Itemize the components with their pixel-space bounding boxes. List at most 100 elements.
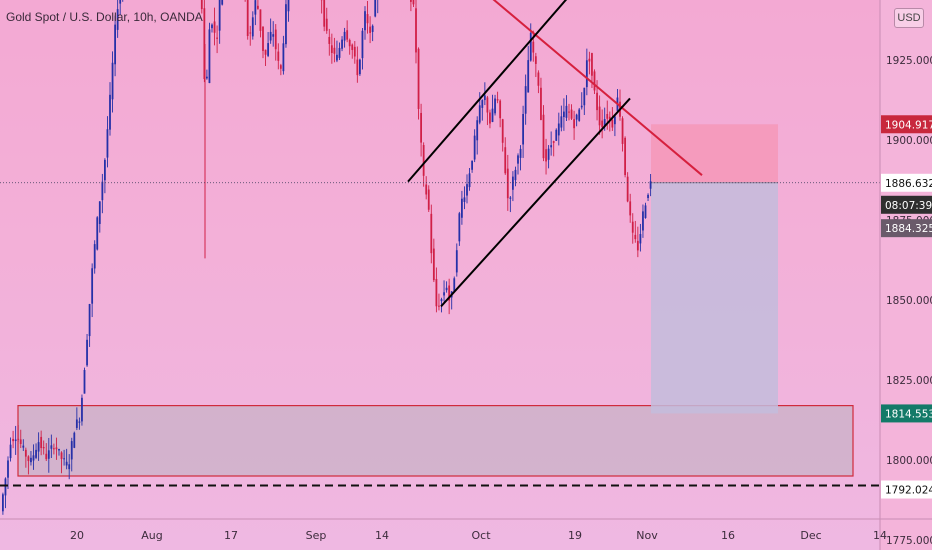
- x-tick-label: 14: [873, 529, 887, 542]
- candle-body: [17, 438, 20, 440]
- candle-body: [517, 155, 519, 164]
- bar-countdown-label: 08:07:39: [881, 195, 932, 214]
- candle-body: [45, 453, 48, 460]
- candle-body: [578, 109, 581, 121]
- candle-body: [575, 114, 578, 120]
- candle-body: [346, 30, 349, 40]
- candle-body: [269, 31, 272, 41]
- bar-countdown-label-background: [881, 195, 932, 214]
- candle-body: [37, 442, 40, 452]
- stop-loss-zone: [651, 124, 778, 183]
- bid-price-label-background: [881, 219, 932, 238]
- candle-body: [527, 60, 530, 93]
- x-tick-label: 14: [375, 529, 389, 542]
- candle-body: [86, 339, 88, 366]
- candle-body: [432, 248, 435, 281]
- candle-body: [246, 0, 249, 36]
- candle-body: [519, 148, 522, 158]
- candle-body: [583, 87, 586, 106]
- target-price-label-text: 1814.553: [885, 408, 932, 420]
- currency-badge[interactable]: USD: [894, 8, 924, 28]
- candle-body: [371, 25, 374, 32]
- candle-body: [629, 201, 632, 216]
- candle-body: [601, 120, 604, 128]
- candle-body: [534, 56, 537, 64]
- candle-body: [537, 72, 540, 86]
- candle-body: [353, 46, 356, 57]
- candle-body: [606, 114, 609, 119]
- candle-body: [621, 118, 624, 144]
- candle-body: [221, 0, 224, 5]
- support-price-label: 1792.024: [881, 480, 932, 499]
- candle-body: [420, 112, 422, 143]
- drawing-layer: [0, 0, 880, 487]
- candle-body: [65, 461, 68, 466]
- candle-body: [343, 31, 346, 41]
- y-tick-label: 1800.000: [886, 455, 932, 467]
- candle-body: [486, 97, 489, 113]
- candle-body: [463, 197, 466, 202]
- candle-body: [119, 0, 122, 4]
- candle-body: [116, 9, 119, 30]
- candle-body: [369, 26, 371, 33]
- candle-body: [42, 446, 45, 449]
- zone-layer: [17, 124, 854, 477]
- candle-body: [565, 105, 568, 118]
- bid-price-label: 1884.325: [881, 219, 932, 238]
- candle-body: [206, 76, 208, 79]
- candle-body: [626, 176, 629, 202]
- candle-body: [410, 0, 412, 2]
- candle-body: [573, 119, 575, 129]
- candle-body: [440, 299, 443, 302]
- candle-body: [356, 59, 359, 76]
- candle-body: [328, 36, 331, 44]
- x-tick-label: Sep: [306, 529, 327, 542]
- candle-series: [2, 0, 652, 515]
- candle-body: [114, 24, 116, 65]
- candle-body: [218, 0, 221, 31]
- candle-body: [453, 278, 456, 292]
- last-price-label-background: [881, 173, 932, 192]
- candle-body: [514, 169, 517, 181]
- candle-body: [109, 94, 111, 130]
- candle-body: [58, 448, 60, 451]
- candle-body: [14, 439, 17, 441]
- candle-body: [27, 456, 30, 462]
- candle-body: [448, 285, 451, 301]
- candle-body: [264, 49, 267, 55]
- candle-body: [478, 105, 481, 123]
- candle-body: [608, 116, 611, 120]
- candle-body: [509, 197, 512, 199]
- candle-body: [216, 37, 218, 39]
- x-tick-label: 19: [568, 529, 582, 542]
- candle-body: [40, 436, 43, 449]
- candle-body: [19, 439, 22, 444]
- candle-body: [473, 135, 476, 160]
- candle-body: [200, 0, 203, 10]
- candle-body: [279, 65, 282, 69]
- candle-body: [598, 106, 601, 126]
- candle-body: [7, 460, 9, 478]
- candle-body: [494, 98, 496, 114]
- candle-body: [417, 48, 420, 109]
- candle-body: [550, 145, 553, 148]
- candle-body: [285, 4, 287, 45]
- candle-body: [512, 176, 514, 190]
- candle-body: [611, 119, 614, 128]
- candle-body: [9, 444, 12, 459]
- channel-lower-line: [440, 97, 631, 308]
- candle-body: [104, 159, 106, 181]
- candle-body: [496, 99, 499, 101]
- candle-body: [336, 54, 338, 61]
- stop-price-label-text: 1904.917: [885, 119, 932, 131]
- target-price-label-background: [881, 404, 932, 423]
- x-tick-label: 16: [721, 529, 735, 542]
- candle-body: [455, 250, 458, 273]
- candle-body: [489, 112, 491, 124]
- candle-body: [476, 120, 479, 141]
- candle-body: [438, 305, 440, 307]
- candle-body: [468, 173, 471, 188]
- candle-body: [251, 17, 254, 37]
